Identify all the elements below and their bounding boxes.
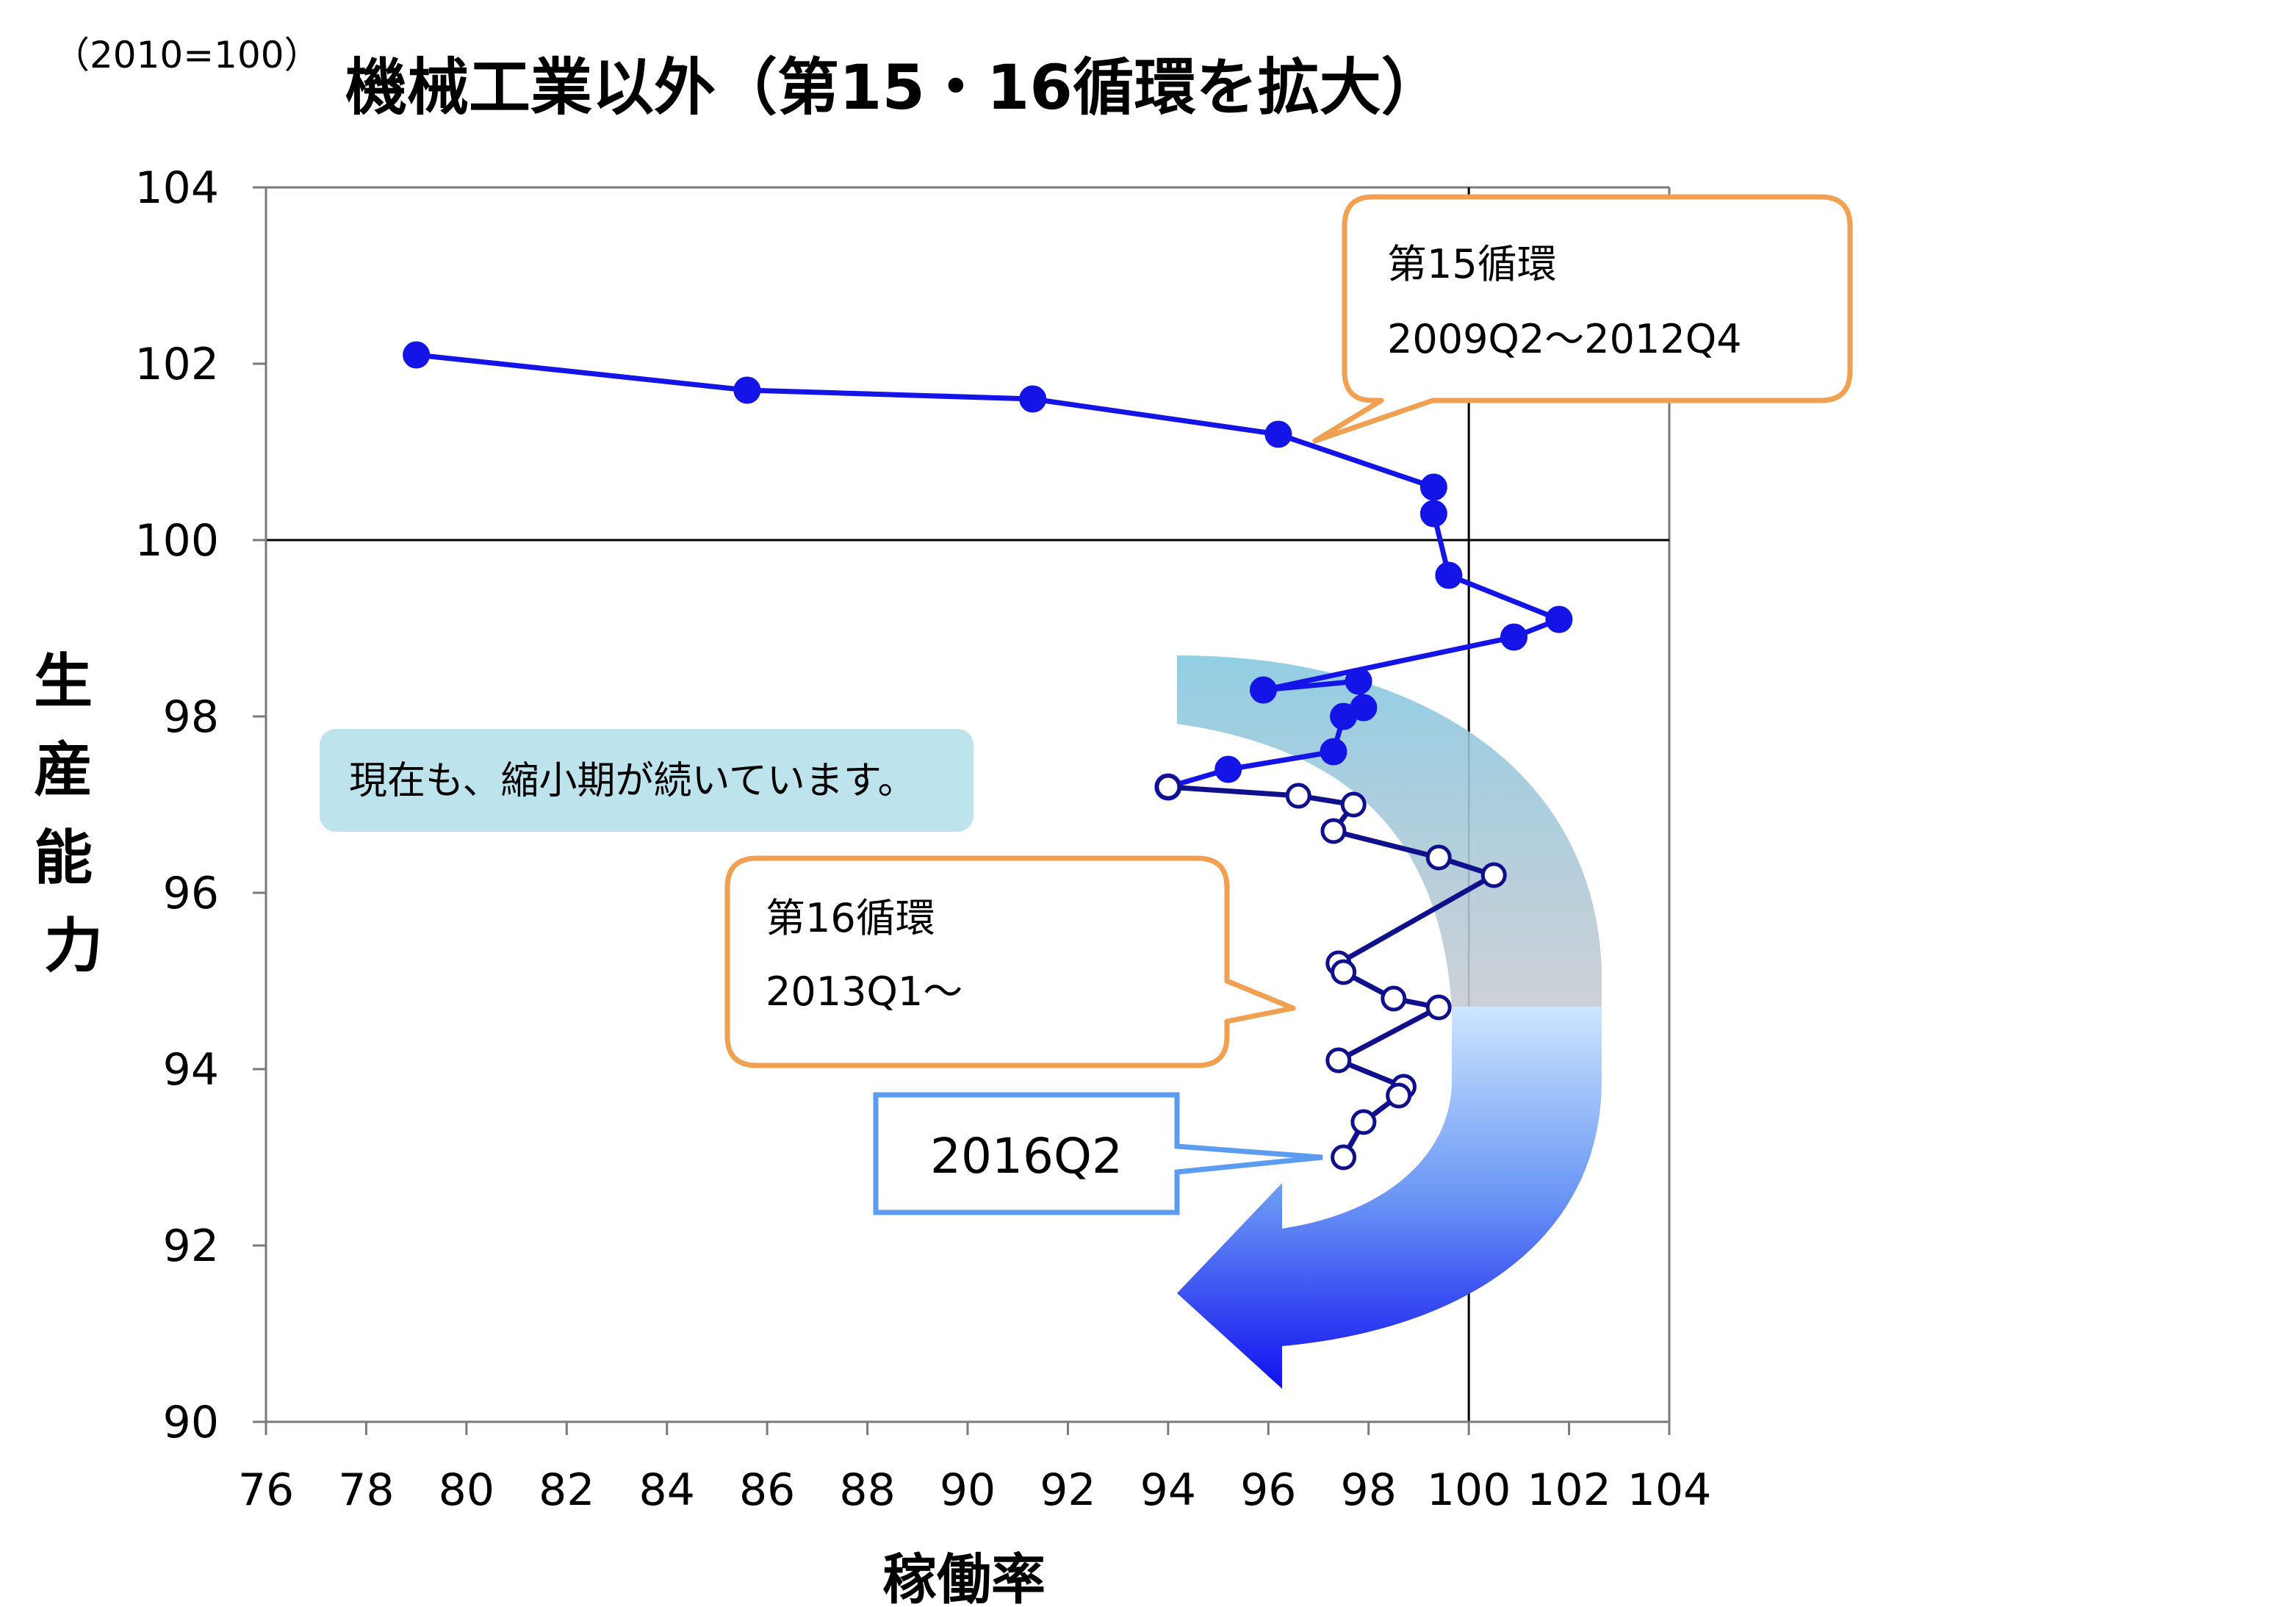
status-note: 現在も、縮小期が続いています。 [320, 729, 974, 832]
x-tick-label: 98 [1341, 1464, 1397, 1516]
x-tick-label: 88 [839, 1464, 895, 1516]
x-tick-label: 82 [539, 1464, 594, 1516]
y-tick-label: 102 [134, 339, 219, 390]
x-tick-label: 92 [1040, 1464, 1095, 1516]
y-tick-label: 104 [134, 162, 219, 214]
callout-cycle16-name: 第16循環 [766, 895, 935, 941]
callout-cycle15-name: 第15循環 [1387, 241, 1557, 287]
x-tick-label: 102 [1527, 1464, 1611, 1516]
x-tick-label: 80 [439, 1464, 494, 1516]
x-tick-label: 90 [940, 1464, 996, 1516]
x-tick-label: 96 [1240, 1464, 1296, 1516]
y-tick-label: 96 [163, 868, 219, 919]
series-1-line [416, 352, 1562, 790]
series-2-point [1155, 774, 1181, 800]
series-2-point [1425, 994, 1452, 1021]
series-1-point [1330, 702, 1358, 730]
axes: 90 92 94 96 98 100 102 104 76 78 80 82 84 86 88 90 92 94 9… [134, 162, 1711, 1516]
callout-cycle16-period: 2013Q1〜 [766, 968, 962, 1015]
series-1-point [1214, 755, 1242, 783]
series-2-point [1331, 959, 1357, 985]
series-2-point [1386, 1082, 1412, 1109]
latest-point-text: 2016Q2 [930, 1128, 1123, 1184]
series-1-point [1019, 385, 1047, 413]
x-tick-label: 84 [639, 1464, 695, 1516]
x-tick-label: 94 [1140, 1464, 1196, 1516]
series-1-point [1249, 676, 1277, 704]
x-tick-label: 100 [1427, 1464, 1511, 1516]
callout-cycle15-period: 2009Q2〜2012Q4 [1387, 316, 1742, 362]
y-tick-label: 92 [163, 1220, 219, 1272]
callout-cycle16: 第16循環 2013Q1〜 [724, 855, 1296, 1068]
series-2-point [1331, 1144, 1357, 1171]
series-1-point [1345, 667, 1372, 695]
x-axis-label: 稼働率 [882, 1548, 1046, 1607]
series-1-point [1545, 605, 1573, 633]
series-1-point [1419, 500, 1447, 528]
series-1-point [1320, 738, 1347, 766]
x-tick-label: 78 [338, 1464, 394, 1516]
series-1-point [403, 341, 431, 369]
series-2-point [1480, 862, 1507, 888]
series-layer [403, 341, 1573, 1171]
status-note-text: 現在も、縮小期が続いています。 [349, 759, 916, 803]
series-2-point [1350, 1109, 1377, 1135]
series-2-point [1325, 1047, 1352, 1074]
chart-title: 機械工業以外（第15・16循環を拡大） [345, 51, 1443, 123]
y-tick-label: 98 [163, 691, 219, 743]
series-2-point [1340, 791, 1367, 818]
x-tick-label: 104 [1627, 1464, 1712, 1516]
series-1-point [1264, 420, 1292, 448]
downward-arrow-icon [1177, 655, 1602, 1389]
series-1-point [1419, 473, 1447, 501]
y-axis-label: 生 産 能 力 [34, 647, 113, 980]
series-1-point [733, 376, 761, 404]
latest-point-label: 2016Q2 [873, 1092, 1323, 1215]
y-tick-label: 90 [163, 1397, 219, 1448]
series-1-point [1435, 561, 1463, 589]
y-tick-label: 100 [134, 515, 219, 567]
index-note: （2010=100） [53, 34, 321, 76]
series-2-point [1285, 783, 1311, 809]
series-1-point [1500, 623, 1528, 651]
series-2-point [1381, 985, 1407, 1012]
callout-cycle15: 第15循環 2009Q2〜2012Q4 [1312, 194, 1853, 444]
x-tick-label: 76 [238, 1464, 294, 1516]
x-tick-label: 86 [739, 1464, 795, 1516]
y-tick-label: 94 [163, 1044, 219, 1096]
series-2-point [1425, 844, 1452, 871]
series-2-point [1320, 818, 1347, 844]
